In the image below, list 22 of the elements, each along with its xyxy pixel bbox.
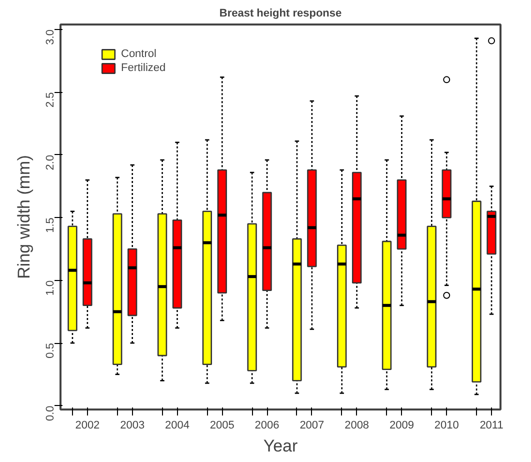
- y-tick-label: 1.5: [44, 218, 56, 233]
- y-tick-label: 2.0: [44, 154, 56, 170]
- y-tick-label: 0.5: [44, 343, 56, 358]
- y-tick-label: 2.5: [44, 92, 56, 108]
- x-tick-label: 2006: [254, 420, 280, 432]
- x-tick-label: 2009: [389, 420, 414, 432]
- chart-title: Breast height response: [219, 8, 342, 20]
- x-tick-label: 2011: [480, 420, 504, 432]
- x-tick-label: 2008: [344, 420, 370, 432]
- x-tick-label: 2010: [434, 420, 459, 432]
- x-tick-label: 2007: [300, 420, 324, 432]
- x-axis-title: Year: [263, 436, 298, 456]
- y-tick-label: 0.0: [44, 406, 56, 422]
- legend-label: Control: [121, 48, 156, 60]
- y-axis-title: Ring width (mm): [14, 155, 34, 279]
- x-tick-label: 2005: [210, 420, 234, 432]
- legend-label: Fertilized: [121, 62, 166, 74]
- x-tick-label: 2002: [75, 420, 100, 432]
- y-tick-label: 3.0: [44, 30, 56, 45]
- y-tick-label: 1.0: [44, 280, 56, 296]
- x-tick-label: 2003: [120, 420, 145, 432]
- x-tick-label: 2004: [165, 420, 190, 432]
